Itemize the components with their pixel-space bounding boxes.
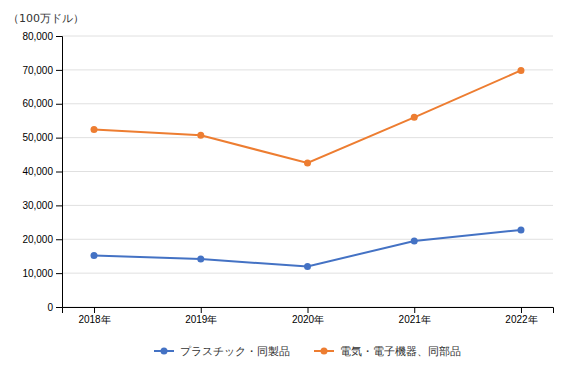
x-tick-mark (94, 307, 95, 313)
legend-marker (161, 348, 168, 355)
series-marker (91, 252, 98, 259)
grid-line (62, 69, 553, 70)
series-marker (91, 126, 98, 133)
y-tick-mark (56, 205, 62, 206)
series-marker (517, 226, 524, 233)
y-tick-label: 60,000 (22, 98, 53, 109)
x-axis: 2018年 2019年 2020年 2021年 2022年 (63, 307, 554, 325)
legend-label: プラスチック・同製品 (180, 345, 290, 358)
grid-line (62, 273, 553, 274)
y-tick-label: 50,000 (22, 132, 53, 143)
y-tick-mark (56, 273, 62, 274)
y-tick-label: 20,000 (22, 234, 53, 245)
grid-line (62, 171, 553, 172)
series-marker (197, 132, 204, 139)
series-group (91, 67, 525, 270)
y-tick-mark (56, 138, 62, 139)
x-tick: 2020年 (292, 307, 324, 325)
grid-line (62, 239, 553, 240)
y-tick: 80,000 (22, 31, 62, 42)
grid-line (62, 205, 553, 206)
chart: 0 10,000 20,000 30,000 40,000 50,000 60,000 70,… (0, 0, 577, 369)
y-tick: 40,000 (22, 166, 62, 177)
x-tick-mark (521, 307, 522, 313)
y-tick-label: 40,000 (22, 166, 53, 177)
grid-line (62, 103, 553, 104)
y-tick-mark (56, 104, 62, 105)
series-marker (411, 237, 418, 244)
x-tick-label: 2021年 (399, 314, 431, 325)
series-marker (304, 160, 311, 167)
grid-line (62, 36, 553, 37)
y-tick-mark (56, 239, 62, 240)
y-axis: 0 10,000 20,000 30,000 40,000 50,000 60,000 70,… (22, 31, 62, 313)
legend-item: 電気・電子機器、同部品 (314, 345, 461, 358)
legend-marker (321, 348, 328, 355)
y-tick-label: 30,000 (22, 200, 53, 211)
series-marker (517, 67, 524, 74)
y-tick: 50,000 (22, 132, 62, 143)
x-tick: 2021年 (399, 307, 431, 325)
series-line (94, 230, 521, 266)
series-line (94, 70, 521, 163)
legend: プラスチック・同製品 電気・電子機器、同部品 (154, 345, 461, 358)
x-tick-label: 2020年 (292, 314, 324, 325)
x-tick: 2022年 (505, 307, 537, 325)
y-tick-mark (56, 70, 62, 71)
series-marker (304, 263, 311, 270)
y-tick-mark (56, 172, 62, 173)
y-tick-mark (56, 307, 62, 308)
y-tick: 70,000 (22, 65, 62, 76)
grid-line (62, 137, 553, 138)
series-marker (197, 256, 204, 263)
y-tick-mark (56, 36, 62, 37)
plot: 0 10,000 20,000 30,000 40,000 50,000 60,000 70,… (22, 31, 553, 325)
legend-label: 電気・電子機器、同部品 (340, 345, 461, 358)
x-tick-mark (414, 307, 415, 313)
y-tick-label: 80,000 (22, 31, 53, 42)
y-tick: 20,000 (22, 234, 62, 245)
y-axis-title: （100万ドル） (8, 12, 84, 25)
series (91, 67, 525, 167)
series-marker (411, 114, 418, 121)
y-tick: 30,000 (22, 200, 62, 211)
x-tick-label: 2018年 (78, 314, 110, 325)
x-tick-mark (308, 307, 309, 313)
y-tick: 10,000 (22, 268, 62, 279)
y-axis-line (56, 37, 63, 308)
y-tick-label: 70,000 (22, 65, 53, 76)
x-axis-line (63, 308, 554, 314)
series (91, 226, 525, 269)
x-tick-label: 2019年 (185, 314, 217, 325)
y-tick-label: 0 (47, 302, 53, 313)
x-tick-mark (201, 307, 202, 313)
x-tick: 2019年 (185, 307, 217, 325)
y-tick-label: 10,000 (22, 268, 53, 279)
legend-item: プラスチック・同製品 (154, 345, 290, 358)
y-tick: 0 (47, 302, 62, 313)
y-tick: 60,000 (22, 98, 62, 109)
x-tick: 2018年 (78, 307, 110, 325)
x-tick-label: 2022年 (505, 314, 537, 325)
grid (62, 36, 553, 307)
